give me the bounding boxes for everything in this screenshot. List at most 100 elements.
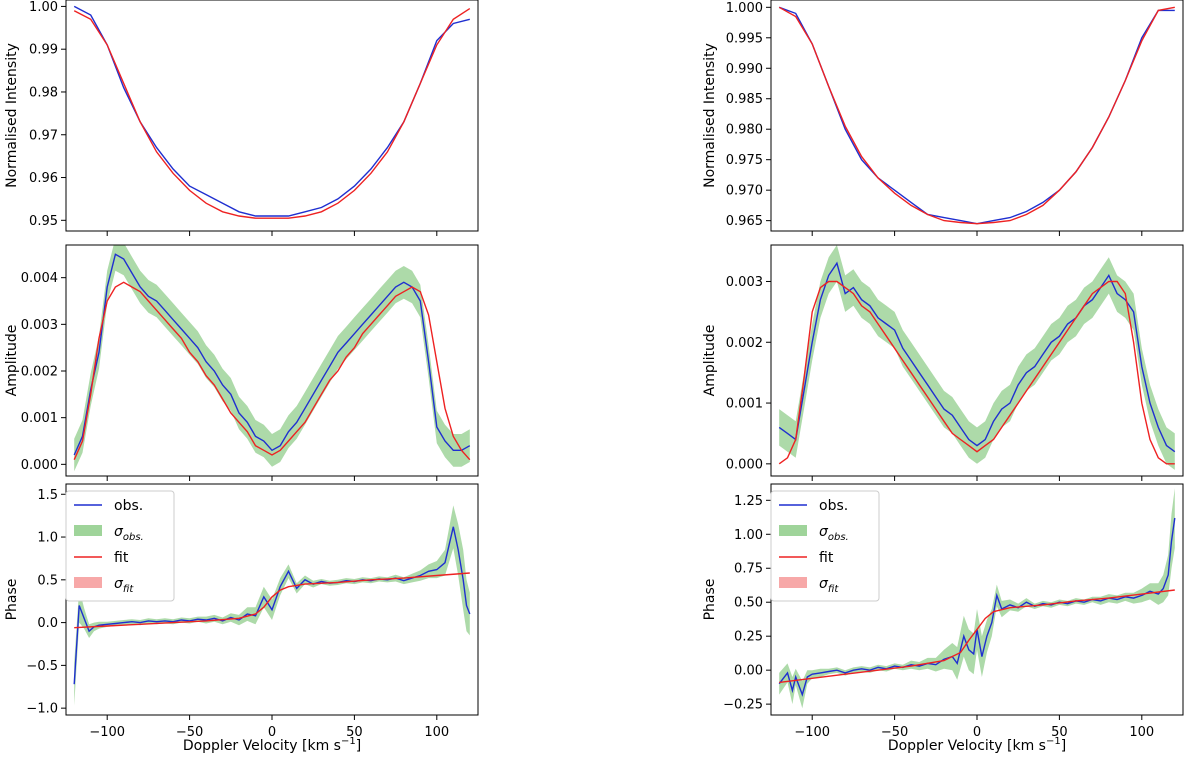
plot-area (73, 505, 471, 706)
obs-line (73, 5, 470, 217)
y-tick-label: 1.000 (726, 1, 763, 16)
obs-line (778, 6, 1175, 225)
y-tick-label: 0.002 (21, 365, 58, 380)
y-axis-label: Amplitude (702, 325, 718, 397)
x-tick-label: −50 (881, 725, 908, 740)
y-tick-label: 0.50 (734, 596, 763, 611)
y-tick-label: 0.995 (726, 31, 763, 46)
panel-left-amplitude: 0.000 0.001 0.002 0.003 0.004 Amplitude (4, 244, 479, 481)
legend-frame (770, 490, 880, 602)
legend-label-sigma-obs: σobs. (114, 524, 144, 543)
x-tick-label: 0 (973, 725, 981, 740)
y-tick-label: 0.96 (29, 171, 58, 186)
y-tick-label: 0.004 (21, 271, 58, 286)
panel-right-amplitude: 0.000 0.001 0.002 0.003 Amplitude (702, 244, 1184, 481)
plot-area (778, 488, 1176, 709)
legend-label-fit: fit (114, 550, 129, 566)
sigma-obs-band (74, 505, 470, 706)
y-tick-label: 1.00 (29, 0, 58, 15)
y-tick-label: 0.975 (726, 153, 763, 168)
y-tick-label: 0.000 (21, 458, 58, 473)
legend-swatch-sigma-fit (74, 577, 102, 588)
legend-frame (65, 490, 175, 602)
y-tick-label: 0.980 (726, 123, 763, 138)
x-tick-label: −100 (794, 725, 830, 740)
y-tick-label: 0.003 (726, 275, 763, 290)
panel-left-phase: −100 −50 0 50 100 −1.0 −0.5 0.0 0.5 1.0 1.5 Phase (4, 483, 479, 740)
y-axis-label: Normalised Intensity (702, 43, 718, 188)
y-axis-label: Phase (4, 579, 20, 621)
y-tick-label: 0.990 (726, 62, 763, 77)
sigma-obs-band (74, 245, 470, 472)
y-tick-label: 0.97 (29, 128, 58, 143)
legend-label-sigma-fit: σfit (819, 576, 839, 595)
x-axis-label-right: Doppler Velocity [km s−1] (888, 736, 1066, 754)
legend-label-fit: fit (819, 550, 834, 566)
x-tick-label: 100 (424, 725, 449, 740)
y-tick-label: 1.5 (37, 488, 58, 503)
y-tick-label: 1.00 (734, 528, 763, 543)
y-axis-label: Normalised Intensity (4, 43, 20, 188)
plot-area (73, 5, 471, 219)
x-tick-label: 50 (346, 725, 363, 740)
y-tick-label: 0.95 (29, 214, 58, 229)
legend-swatch-sigma-fit (779, 577, 807, 588)
obs-line (778, 261, 1176, 453)
y-tick-label: −0.25 (723, 698, 763, 713)
y-axis-label: Phase (702, 579, 718, 621)
fit-line (73, 8, 471, 219)
x-tick-label: −50 (176, 725, 203, 740)
legend-right: obs. σobs. fit σfit (770, 490, 880, 602)
legend-label-sigma-obs: σobs. (819, 524, 849, 543)
y-tick-label: 0.001 (726, 397, 763, 412)
x-tick-label: 0 (268, 725, 276, 740)
sigma-obs-band (779, 488, 1175, 709)
fit-line (778, 280, 1175, 465)
x-tick-label: 50 (1051, 725, 1068, 740)
fit-line (73, 281, 471, 461)
y-tick-label: 0.5 (37, 573, 58, 588)
legend-swatch-sigma-obs (74, 525, 102, 536)
y-tick-label: 0.002 (726, 336, 763, 351)
y-tick-label: 1.0 (37, 531, 58, 546)
y-tick-label: −1.0 (26, 702, 58, 717)
y-tick-label: 0.99 (29, 43, 58, 58)
fit-line (778, 6, 1175, 225)
obs-line (73, 253, 471, 456)
x-axis-labels: Doppler Velocity [km s−1] Doppler Veloci… (183, 736, 1066, 754)
panel-right-intensity: 0.965 0.970 0.975 0.980 0.985 0.990 0.995 1.000… (702, 0, 1184, 236)
x-axis-label-left: Doppler Velocity [km s−1] (183, 736, 361, 754)
legend-label-obs: obs. (819, 498, 848, 514)
y-tick-label: 0.001 (21, 411, 58, 426)
x-tick-label: 100 (1129, 725, 1154, 740)
y-tick-label: 0.965 (726, 214, 763, 229)
plot-area (73, 245, 471, 472)
legend-label-obs: obs. (114, 498, 143, 514)
y-tick-label: 0.00 (734, 664, 763, 679)
x-tick-label: −100 (89, 725, 125, 740)
plot-area (778, 245, 1176, 470)
y-axis-label: Amplitude (4, 325, 20, 397)
fit-line (779, 589, 1175, 684)
y-tick-label: 0.98 (29, 85, 58, 100)
plot-area (778, 6, 1175, 225)
y-tick-label: 1.25 (734, 494, 763, 509)
y-tick-label: 0.970 (726, 184, 763, 199)
y-tick-label: 0.003 (21, 318, 58, 333)
legend-label-sigma-fit: σfit (114, 576, 134, 595)
axes-frame (770, 0, 1184, 232)
y-tick-label: −0.5 (26, 659, 58, 674)
axes-frame (65, 0, 479, 232)
y-tick-label: 0.0 (37, 616, 58, 631)
legend-swatch-sigma-obs (779, 525, 807, 536)
y-tick-label: 0.75 (734, 562, 763, 577)
sigma-obs-band (779, 245, 1175, 470)
y-tick-label: 0.25 (734, 630, 763, 645)
panel-left-intensity: 0.95 0.96 0.97 0.98 0.99 1.00 Normalised Inten… (4, 0, 479, 236)
legend-left: obs. σobs. fit σfit (65, 490, 175, 602)
fit-line (74, 572, 470, 629)
y-tick-label: 0.985 (726, 92, 763, 107)
y-tick-label: 0.000 (726, 457, 763, 472)
